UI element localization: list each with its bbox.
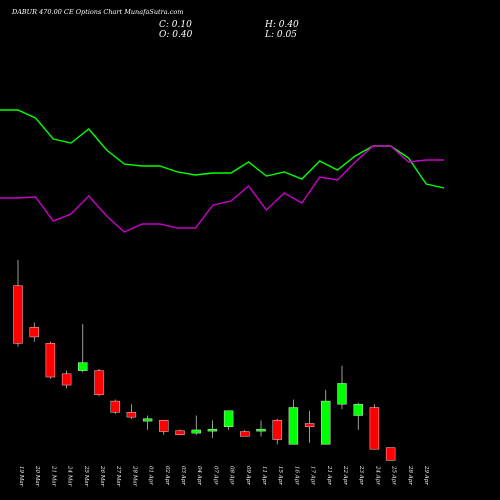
- candle-body: [353, 404, 363, 416]
- candle: [78, 324, 88, 373]
- x-tick-label: 25 Apr: [391, 465, 397, 485]
- x-tick-label: 28 Apr: [407, 465, 413, 485]
- x-tick-label: 04 Apr: [196, 466, 202, 485]
- candle: [321, 389, 331, 445]
- candle-body: [337, 383, 347, 405]
- candle-body: [94, 370, 104, 395]
- x-tick-label: 23 Apr: [358, 465, 364, 485]
- candle-body: [256, 428, 266, 432]
- x-tick-label: 29 Apr: [423, 465, 429, 485]
- candle-body: [45, 343, 56, 378]
- candle: [159, 420, 169, 435]
- candle: [369, 404, 380, 450]
- x-tick-label: 16 Apr: [293, 466, 299, 485]
- x-tick-label: 24 Apr: [374, 465, 380, 485]
- candle: [223, 410, 234, 430]
- candle: [207, 420, 218, 438]
- candle-body: [288, 407, 299, 445]
- purple-indicator-line: [0, 145, 444, 233]
- x-tick-label: 22 Apr: [342, 465, 348, 485]
- candle-body: [304, 423, 315, 427]
- candle-body: [385, 447, 396, 461]
- candle-body: [191, 429, 201, 434]
- candle: [142, 415, 153, 430]
- candle-body: [110, 400, 120, 413]
- candle: [272, 418, 282, 445]
- x-tick-label: 09 Apr: [245, 466, 251, 485]
- candle: [240, 429, 250, 437]
- x-tick-label: 25 Mar: [83, 465, 89, 487]
- candle-body: [321, 400, 331, 445]
- x-tick-label: 01 Apr: [148, 466, 154, 485]
- candle-body: [126, 412, 137, 418]
- candle-body: [223, 410, 234, 427]
- candlesticks: [13, 260, 396, 461]
- x-tick-label: 21 Apr: [326, 465, 332, 485]
- candle: [191, 415, 201, 435]
- x-tick-label: 20 Mar: [34, 465, 40, 487]
- candle: [13, 260, 23, 347]
- indicator-lines: [0, 109, 445, 233]
- candle-body: [61, 373, 72, 386]
- x-tick-label: 24 Mar: [67, 465, 73, 487]
- x-tick-label: 08 Apr: [229, 466, 235, 485]
- x-tick-label: 07 Apr: [212, 466, 218, 485]
- candle: [29, 322, 39, 342]
- x-tick-label: 21 Mar: [50, 465, 56, 487]
- low-value: L: 0.05: [264, 30, 297, 40]
- candle-body: [159, 420, 169, 432]
- candle-body: [207, 428, 218, 432]
- x-tick-label: 28 Mar: [131, 465, 137, 487]
- candle-body: [240, 431, 250, 437]
- x-tick-label: 03 Apr: [180, 466, 186, 485]
- x-tick-label: 02 Apr: [164, 466, 170, 485]
- candle: [304, 410, 315, 443]
- candle-body: [29, 327, 39, 338]
- chart-title: DABUR 470.00 CE Options Chart MunafaSutr…: [11, 8, 183, 16]
- candle: [175, 429, 185, 435]
- close-value: C: 0.10: [159, 20, 192, 30]
- x-tick-label: 17 Apr: [310, 466, 316, 485]
- candle-body: [142, 418, 153, 422]
- x-axis-labels: 19 Mar 20 Mar 21 Mar 24 Mar 25 Mar 26 Mar 27 M…: [18, 465, 429, 487]
- candle: [385, 447, 396, 461]
- candle: [94, 369, 104, 397]
- candle: [110, 399, 120, 414]
- candle: [61, 370, 72, 389]
- candle-body: [369, 407, 380, 450]
- x-tick-label: 15 Apr: [277, 466, 283, 485]
- candle: [126, 404, 137, 419]
- candle-body: [78, 362, 88, 371]
- candle: [337, 365, 347, 410]
- x-tick-label: 19 Mar: [18, 466, 24, 487]
- candle-body: [13, 285, 23, 344]
- x-tick-label: 26 Mar: [99, 465, 105, 487]
- x-tick-label: 27 Mar: [115, 465, 121, 487]
- candle-body: [175, 430, 185, 435]
- candle: [353, 402, 363, 430]
- candle: [256, 420, 266, 437]
- candle: [288, 399, 299, 445]
- high-value: H: 0.40: [264, 20, 299, 30]
- candle: [45, 341, 56, 379]
- candle-body: [272, 420, 282, 440]
- green-indicator-line: [0, 109, 445, 189]
- open-value: O: 0.40: [159, 30, 193, 40]
- x-tick-label: 11 Apr: [261, 466, 267, 485]
